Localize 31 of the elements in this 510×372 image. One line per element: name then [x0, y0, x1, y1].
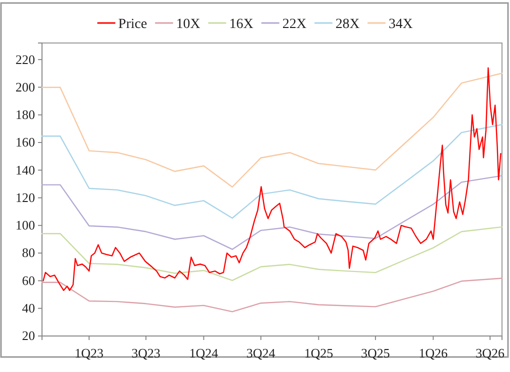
y-tick-label: 200	[16, 79, 35, 94]
y-tick-label: 40	[22, 300, 35, 316]
legend-label: 34X	[388, 17, 413, 32]
legend-label: 22X	[282, 17, 306, 32]
line-series	[42, 67, 502, 291]
y-tick-label: 100	[16, 218, 35, 233]
x-tick-label: 3Q25	[361, 345, 390, 360]
legend-label: Price	[118, 17, 148, 32]
y-tick-label: 20	[22, 328, 35, 344]
y-tick-label: 120	[16, 190, 35, 205]
x-tick-label: 3Q26	[476, 345, 506, 360]
line-series	[41, 124, 503, 219]
legend-label: 28X	[335, 17, 360, 32]
x-tick-label: 1Q26	[418, 345, 448, 360]
legend-label: 10X	[176, 17, 200, 32]
line-series	[41, 72, 503, 188]
x-tick-label: 3Q23	[131, 345, 160, 360]
x-tick-label: 3Q24	[246, 345, 276, 360]
line-series	[41, 175, 503, 250]
legend-label: 16X	[229, 17, 254, 32]
x-tick-label: 1Q24	[189, 345, 219, 360]
x-tick-label: 1Q25	[304, 345, 334, 360]
y-tick-label: 160	[16, 134, 35, 150]
line-series	[41, 226, 503, 282]
y-tick-label: 180	[16, 107, 35, 122]
y-tick-label: 220	[16, 52, 35, 67]
y-tick-label: 60	[22, 272, 35, 288]
y-tick-label: 140	[16, 162, 35, 178]
y-tick-label: 80	[22, 245, 35, 260]
x-tick-label: 1Q23	[74, 345, 104, 360]
line-series	[41, 278, 503, 312]
